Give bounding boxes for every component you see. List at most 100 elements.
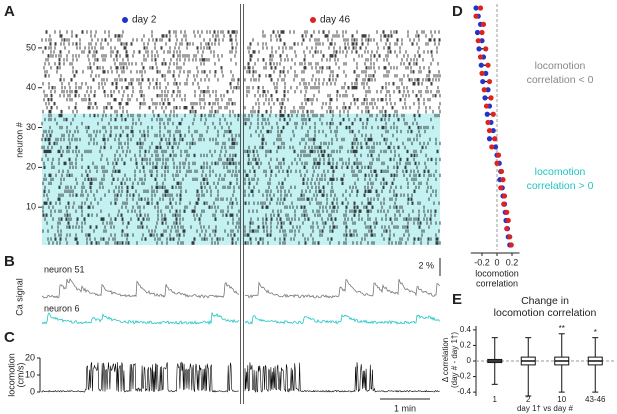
raster-row [43,149,227,154]
point [477,54,484,60]
point [473,5,479,11]
raster-row [244,193,437,197]
raster-row [44,46,237,50]
point [488,95,494,101]
raster-row [48,113,240,118]
panel-letter: A [4,3,15,20]
raster-row [43,66,223,70]
annotation: locomotion [535,60,586,72]
raster-row [266,197,430,201]
locomotion-trace [41,361,440,394]
raster-row [44,62,237,66]
raster-row [44,185,240,189]
raster-row [248,157,441,162]
y-tick-label: 0 [30,386,35,396]
raster-row [244,189,437,193]
y-tick-label: 0.2 [460,341,472,350]
point [482,95,488,101]
legend-marker [310,17,316,23]
point [485,119,491,126]
x-axis-label: correlation [476,278,518,288]
point [478,62,484,68]
point [505,217,511,224]
point [504,209,510,215]
y-tick-label: 20 [25,352,35,362]
annotation: correlation > 0 [527,180,594,192]
raster-row [248,50,438,54]
raster-row [247,153,427,158]
significance: ** [559,324,565,333]
point [507,234,513,240]
x-tick-label: 10 [557,395,566,404]
trace [41,312,441,326]
raster-row [45,30,238,34]
point [481,87,487,93]
y-tick-label: 10 [25,369,35,379]
raster-row [48,241,237,245]
raster-row [255,129,426,134]
point [485,87,491,93]
raster-row [44,74,234,78]
raster-row [47,237,239,241]
raster-row [42,213,238,217]
raster-row [44,93,225,98]
scale-bar-label: 1 min [394,403,416,413]
y-axis-label: Ca signal [14,278,24,316]
raster-row [43,193,234,197]
raster-row [43,161,240,166]
point [494,160,500,166]
raster-row [41,157,234,162]
point [479,29,485,36]
raster-row [261,137,437,142]
legend-label: day 46 [320,15,350,26]
y-axis-label: Δ correlation [441,338,450,382]
point [486,127,493,134]
raster-row [41,121,232,126]
x-tick-label: 43-46 [585,395,606,404]
x-tick-label: 0.2 [506,257,519,267]
legend-marker [122,17,128,23]
raster-row [43,165,237,170]
y-axis-label: neuron # [14,122,24,158]
raster-row [42,229,239,233]
trace-label: neuron 6 [44,303,80,313]
annotation: correlation < 0 [527,74,594,86]
raster-row [46,221,240,225]
raster-row [47,197,237,201]
annotation: locomotion [535,166,586,178]
point [485,62,491,68]
raster-row [244,105,440,110]
raster-row [43,129,232,134]
raster-row [246,93,441,98]
raster-row [44,217,240,221]
y-tick-label: -0.2 [457,372,471,381]
point [479,38,485,44]
legend-label: day 2 [132,15,157,26]
raster-row [265,213,436,217]
raster-row [58,169,240,174]
raster-row [244,181,428,185]
raster-row [244,117,432,122]
raster-row [49,125,230,130]
point [486,136,493,142]
raster-row [244,229,440,233]
y-tick-label: 0 [467,356,472,365]
y-tick-label: 10 [26,202,36,212]
raster-row [42,133,240,138]
raster-row [44,70,232,74]
raster-row [244,177,437,182]
chart-title: Change in [521,295,569,307]
raster-row [42,50,237,54]
raster-row [244,169,437,174]
y-axis-label: (day # - day 1†) [450,332,459,388]
raster-row [42,205,233,209]
y-tick-label: 50 [26,42,36,52]
raster-row [244,225,430,229]
raster-row [51,225,240,229]
point [476,46,482,52]
raster-row [244,66,430,70]
point [500,177,506,183]
point [486,78,493,85]
raster-row [252,38,441,42]
raster-row [244,201,440,205]
